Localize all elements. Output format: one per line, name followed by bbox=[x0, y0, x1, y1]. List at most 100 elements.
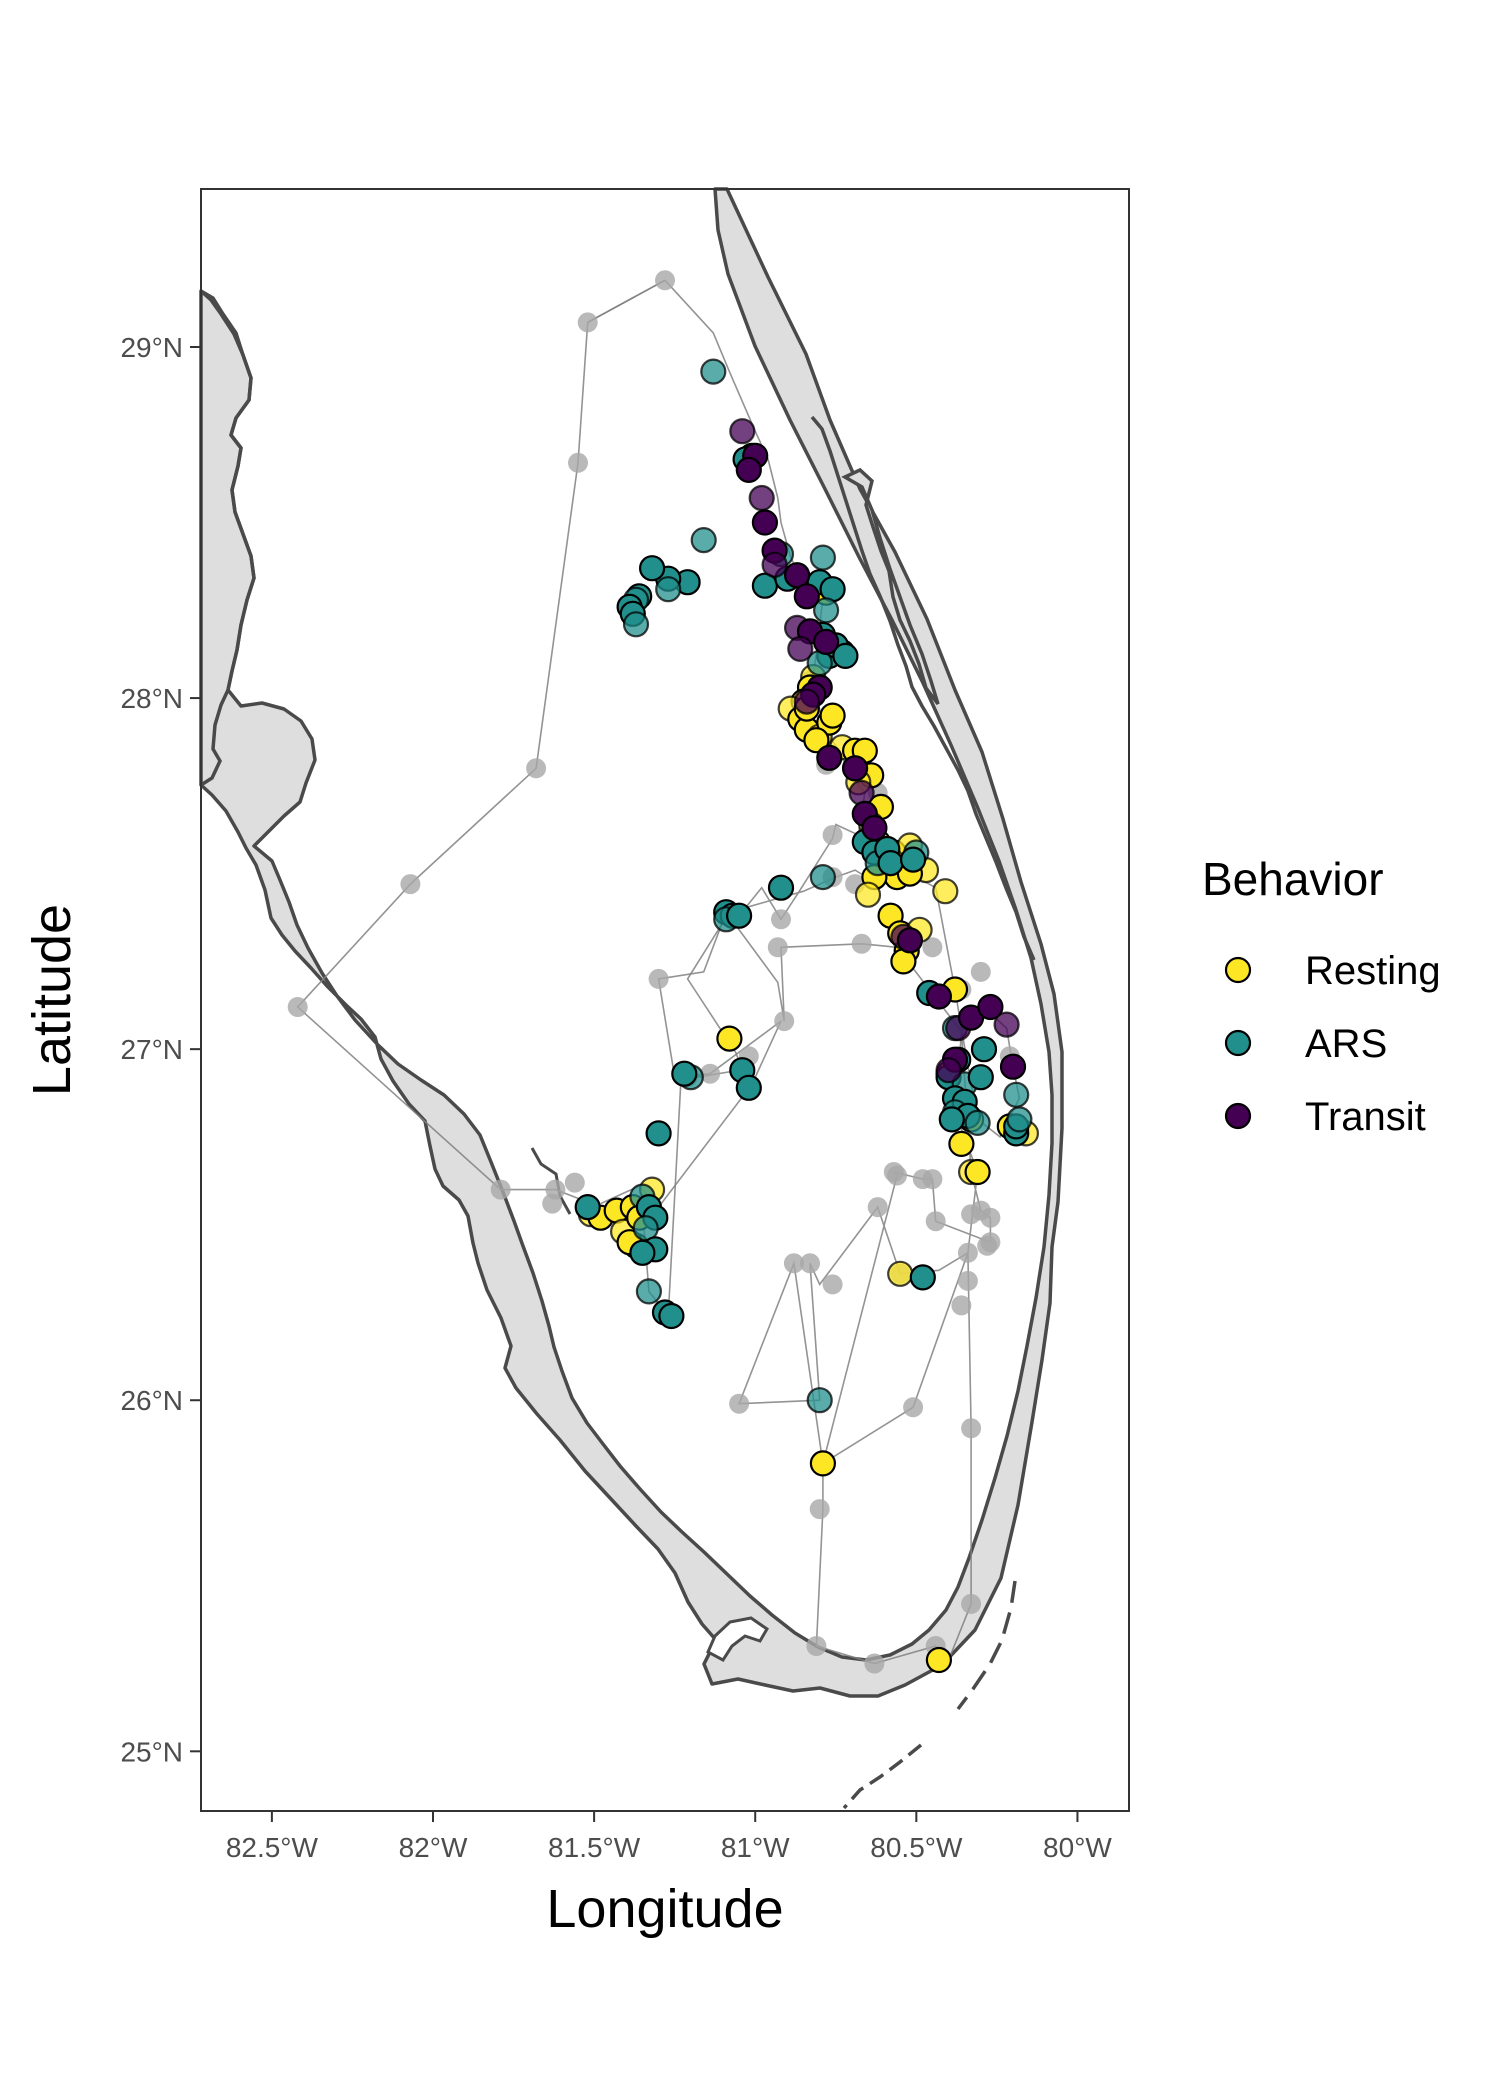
legend: Behavior Resting ARS Transit bbox=[1202, 853, 1441, 1139]
point-ars bbox=[690, 526, 717, 554]
point-unclassified bbox=[564, 1172, 585, 1193]
y-tick-label: 29°N bbox=[120, 332, 183, 363]
point-ars bbox=[809, 863, 837, 891]
point-unclassified bbox=[970, 1200, 991, 1221]
legend-label-ars: ARS bbox=[1305, 1022, 1387, 1066]
point-ars bbox=[629, 1239, 656, 1266]
x-tick-label: 80°W bbox=[1043, 1832, 1112, 1863]
y-tick-label: 27°N bbox=[120, 1034, 183, 1065]
point-unclassified bbox=[951, 1295, 972, 1316]
point-transit bbox=[999, 1053, 1027, 1080]
point-ars bbox=[964, 1109, 991, 1137]
point-transit bbox=[812, 628, 840, 656]
point-unclassified bbox=[809, 1499, 830, 1520]
point-unclassified bbox=[400, 874, 421, 895]
point-unclassified bbox=[957, 1270, 978, 1291]
map-land-layer bbox=[199, 187, 1064, 1810]
point-unclassified bbox=[864, 1653, 885, 1674]
point-unclassified bbox=[648, 968, 669, 989]
point-unclassified bbox=[526, 758, 547, 779]
legend-key-ars bbox=[1224, 1029, 1252, 1057]
point-ars bbox=[1006, 1106, 1033, 1133]
point-ars bbox=[638, 555, 666, 582]
point-unclassified bbox=[771, 909, 791, 930]
y-axis-title: Latitude bbox=[22, 904, 82, 1096]
panel-border bbox=[200, 188, 1130, 1812]
point-transit bbox=[993, 1011, 1020, 1038]
legend-key-resting bbox=[1224, 956, 1252, 984]
point-unclassified bbox=[922, 937, 943, 958]
point-ars bbox=[909, 1264, 936, 1291]
point-unclassified bbox=[568, 452, 588, 473]
x-tick-label: 80.5°W bbox=[870, 1832, 963, 1863]
point-ars bbox=[899, 846, 927, 873]
point-transit bbox=[787, 635, 814, 663]
point-unclassified bbox=[783, 1253, 804, 1274]
point-unclassified bbox=[490, 1179, 511, 1200]
x-tick-label: 82°W bbox=[399, 1832, 468, 1863]
point-unclassified bbox=[970, 961, 991, 982]
point-ars bbox=[700, 358, 727, 385]
point-transit bbox=[729, 418, 756, 445]
cape-sable bbox=[706, 1616, 769, 1662]
point-ars bbox=[655, 576, 682, 603]
barrier-island-north bbox=[810, 415, 1036, 961]
point-ars bbox=[806, 1387, 833, 1414]
point-ars bbox=[645, 1120, 672, 1147]
point-unclassified bbox=[822, 825, 843, 845]
point-ars bbox=[574, 1193, 601, 1221]
point-unclassified bbox=[700, 1063, 721, 1084]
point-unclassified bbox=[806, 1636, 827, 1656]
point-resting bbox=[854, 881, 882, 908]
point-resting bbox=[932, 878, 959, 905]
point-unclassified bbox=[800, 1253, 820, 1274]
y-tick-label: 28°N bbox=[120, 683, 183, 714]
legend-title: Behavior bbox=[1202, 853, 1384, 905]
point-transit bbox=[925, 983, 953, 1010]
point-transit bbox=[735, 456, 762, 483]
point-resting bbox=[925, 1646, 953, 1674]
point-unclassified bbox=[767, 937, 788, 958]
point-ars bbox=[970, 1036, 998, 1063]
point-unclassified bbox=[922, 1169, 943, 1190]
point-unclassified bbox=[851, 933, 872, 954]
florida-keys-south bbox=[842, 1743, 923, 1810]
point-unclassified bbox=[867, 1197, 888, 1218]
point-ars bbox=[1003, 1081, 1030, 1108]
point-unclassified bbox=[925, 1211, 946, 1232]
point-ars bbox=[809, 544, 837, 571]
point-unclassified bbox=[542, 1193, 563, 1214]
point-unclassified bbox=[287, 997, 308, 1017]
y-axis: 25°N 26°N 27°N 28°N 29°N bbox=[120, 332, 201, 1767]
point-unclassified bbox=[822, 1274, 843, 1295]
series-transit bbox=[729, 418, 1027, 1084]
x-tick-label: 82.5°W bbox=[226, 1832, 319, 1863]
location-points bbox=[287, 270, 1040, 1674]
point-unclassified bbox=[957, 1242, 978, 1263]
point-resting bbox=[716, 1025, 743, 1052]
point-transit bbox=[783, 562, 811, 589]
point-ars bbox=[658, 1302, 685, 1330]
point-ars bbox=[622, 611, 650, 638]
x-tick-label: 81.5°W bbox=[548, 1832, 641, 1863]
point-unclassified bbox=[961, 1593, 982, 1614]
point-transit bbox=[935, 1057, 962, 1084]
point-transit bbox=[861, 814, 888, 842]
point-transit bbox=[816, 744, 843, 771]
point-ars bbox=[967, 1064, 994, 1091]
point-transit bbox=[748, 484, 775, 512]
point-ars bbox=[735, 1074, 762, 1101]
point-ars bbox=[938, 1106, 965, 1133]
lake-shoreline bbox=[530, 1147, 572, 1215]
florida-keys-east bbox=[956, 1580, 1017, 1711]
point-resting bbox=[803, 727, 830, 754]
point-transit bbox=[793, 583, 820, 610]
point-unclassified bbox=[774, 1011, 795, 1032]
y-tick-label: 26°N bbox=[120, 1385, 183, 1416]
x-tick-label: 81°W bbox=[721, 1832, 790, 1863]
point-resting bbox=[809, 1450, 837, 1477]
legend-label-resting: Resting bbox=[1305, 949, 1441, 993]
point-ars bbox=[877, 849, 904, 877]
point-ars bbox=[832, 642, 859, 670]
